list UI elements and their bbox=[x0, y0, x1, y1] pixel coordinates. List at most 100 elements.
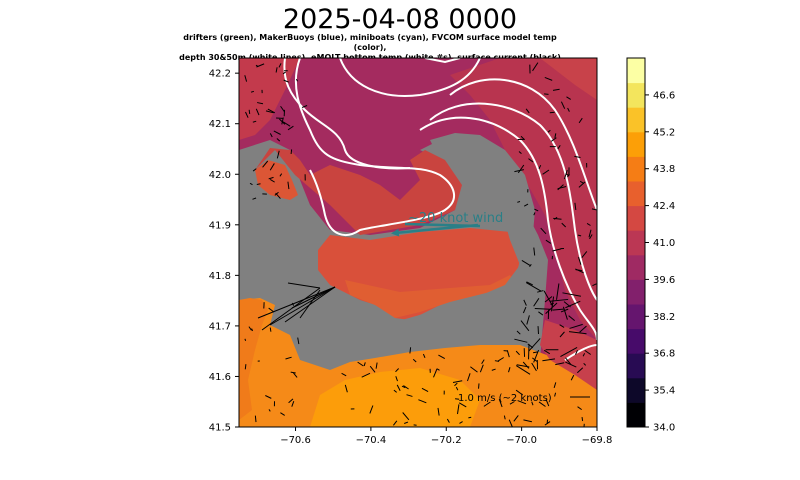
current-vector bbox=[269, 327, 272, 332]
current-vector bbox=[588, 229, 592, 238]
y-tick-label: 41.7 bbox=[209, 321, 231, 332]
current-vector bbox=[531, 362, 537, 372]
contour-30m-outer bbox=[419, 116, 597, 341]
x-tick-label: −70.0 bbox=[506, 435, 537, 446]
current-vector bbox=[514, 338, 528, 343]
current-vector bbox=[578, 117, 583, 124]
current-vector bbox=[522, 361, 530, 369]
current-vector bbox=[265, 395, 272, 399]
current-vector bbox=[282, 121, 291, 127]
current-vector bbox=[457, 404, 460, 415]
current-vector bbox=[290, 149, 293, 155]
current-vector bbox=[583, 362, 587, 366]
current-vector bbox=[421, 387, 429, 393]
current-vector bbox=[481, 359, 485, 365]
current-vector bbox=[269, 178, 275, 183]
current-vector bbox=[561, 222, 567, 228]
current-vector bbox=[577, 234, 582, 237]
current-vector bbox=[446, 418, 450, 423]
colorbar-tick-label: 43.8 bbox=[653, 164, 675, 175]
current-vector bbox=[256, 183, 261, 185]
y-tick-label: 42.0 bbox=[209, 170, 231, 181]
current-vector bbox=[562, 306, 568, 320]
current-vector bbox=[437, 407, 440, 416]
x-tick-label: −70.2 bbox=[431, 435, 462, 446]
current-vector bbox=[280, 412, 285, 416]
current-scale-label: 1.0 m/s (~2 knots) bbox=[458, 393, 552, 404]
current-vector bbox=[287, 181, 290, 190]
contour-south-edge bbox=[564, 344, 597, 361]
current-vector bbox=[553, 382, 557, 389]
east-shelf-south bbox=[540, 320, 597, 390]
current-vector bbox=[265, 110, 274, 114]
contour-north-lobe bbox=[339, 58, 481, 97]
current-vector bbox=[395, 368, 400, 373]
south-coast-warm bbox=[310, 368, 480, 427]
current-vector bbox=[568, 315, 576, 321]
current-vector bbox=[282, 71, 286, 75]
current-vector bbox=[344, 384, 348, 393]
current-vector bbox=[544, 93, 549, 95]
current-vector bbox=[479, 364, 484, 373]
current-vector bbox=[257, 102, 264, 105]
plot-frame bbox=[238, 57, 598, 428]
current-vector bbox=[248, 326, 252, 331]
current-vector bbox=[283, 79, 289, 83]
colorbar-cell bbox=[627, 107, 645, 133]
colorbar-cell bbox=[627, 230, 645, 256]
current-vector bbox=[297, 337, 300, 345]
current-vector bbox=[517, 164, 525, 174]
y-tick-label: 41.5 bbox=[209, 423, 231, 434]
current-vector bbox=[363, 362, 366, 367]
current-vector bbox=[534, 208, 539, 212]
current-vector bbox=[395, 376, 398, 382]
current-vector bbox=[393, 389, 397, 393]
cape-cod-bay-southeast bbox=[345, 275, 515, 318]
current-vector bbox=[516, 330, 521, 335]
current-vector bbox=[412, 358, 417, 363]
current-vector bbox=[269, 133, 273, 138]
contour-50m-bay bbox=[283, 58, 411, 170]
colorbar-cell bbox=[627, 82, 645, 108]
current-vector bbox=[526, 281, 533, 286]
current-vector bbox=[574, 155, 581, 158]
current-vector bbox=[255, 64, 259, 67]
current-vector bbox=[409, 347, 412, 354]
surface-current-vectors bbox=[244, 62, 597, 427]
current-vector bbox=[244, 75, 248, 82]
current-vector bbox=[563, 169, 568, 180]
current-vector bbox=[249, 182, 253, 186]
current-vector bbox=[255, 108, 260, 116]
y-axis: 41.5 41.6 41.7 41.8 41.9 42.0 42.1 42.2 bbox=[209, 69, 239, 434]
current-vector bbox=[375, 362, 378, 369]
current-vector bbox=[525, 282, 542, 292]
current-vector bbox=[523, 299, 527, 306]
current-vector bbox=[404, 421, 409, 424]
current-vector bbox=[544, 76, 553, 81]
current-vector bbox=[422, 353, 426, 359]
x-tick-label: −70.4 bbox=[356, 435, 387, 446]
current-vector bbox=[369, 365, 376, 373]
current-vector bbox=[533, 247, 536, 256]
cape-cod-land bbox=[430, 133, 535, 265]
current-vector bbox=[267, 108, 276, 114]
current-vector bbox=[244, 364, 247, 370]
current-vector bbox=[545, 302, 558, 315]
current-vector bbox=[537, 290, 544, 293]
current-vector bbox=[563, 301, 571, 308]
current-vector bbox=[288, 398, 294, 404]
current-vector bbox=[498, 398, 503, 408]
current-vector bbox=[517, 201, 521, 203]
current-vector bbox=[534, 307, 550, 310]
current-vector bbox=[557, 145, 561, 150]
y-tick-label: 41.6 bbox=[209, 372, 231, 383]
current-vector bbox=[592, 283, 597, 287]
current-vector bbox=[528, 338, 541, 352]
current-vector bbox=[579, 325, 587, 333]
current-vector bbox=[497, 357, 504, 362]
current-vector bbox=[584, 349, 591, 355]
contour-30m-bay bbox=[294, 58, 455, 236]
current-vector bbox=[556, 283, 560, 300]
current-vector bbox=[538, 401, 546, 407]
current-vector bbox=[543, 290, 553, 307]
